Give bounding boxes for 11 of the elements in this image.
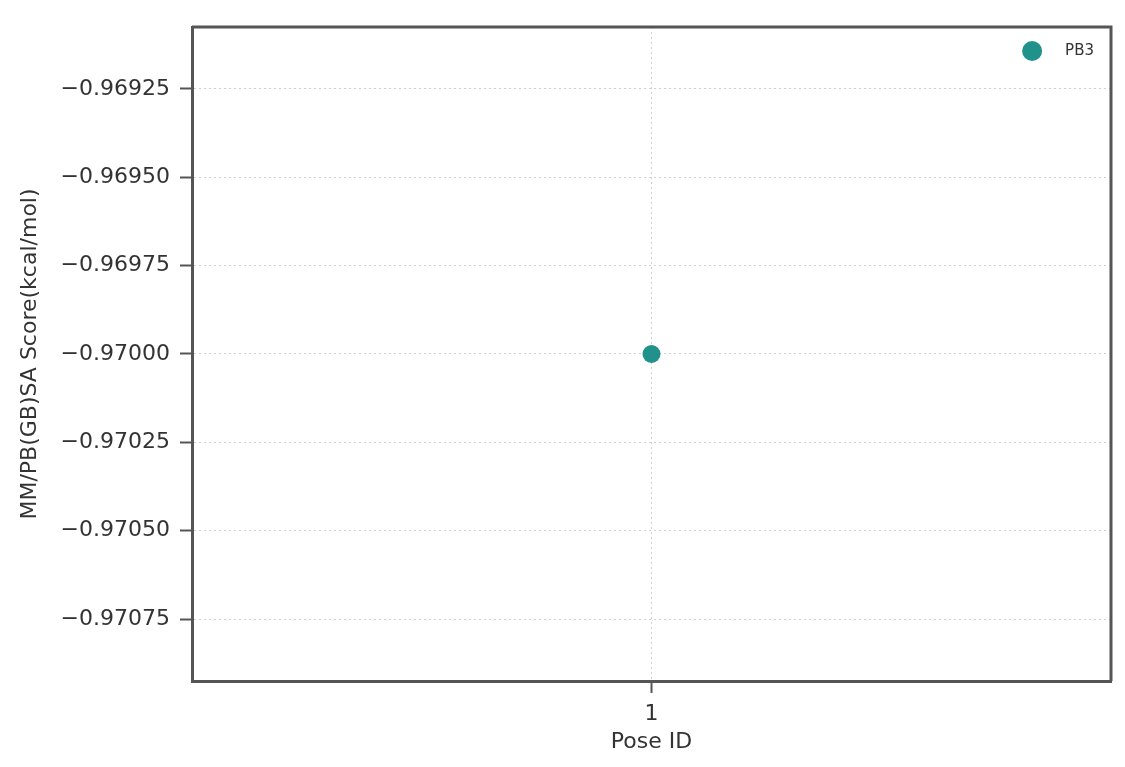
y-axis-title: MM/PB(GB)SA Score(kcal/mol)	[15, 188, 41, 520]
y-tick-label: −0.97075	[60, 604, 170, 630]
x-tick-label: 1	[644, 699, 659, 725]
y-tick-label: −0.96925	[60, 74, 170, 100]
y-tick-label: −0.97050	[60, 516, 170, 542]
y-tick-label: −0.97000	[60, 339, 170, 365]
x-axis-title: Pose ID	[610, 727, 693, 753]
y-tick-label: −0.96975	[60, 251, 170, 277]
legend-label: PB3	[1065, 40, 1095, 59]
y-tick-label: −0.97025	[60, 428, 170, 454]
y-tick-label: −0.96950	[60, 162, 170, 188]
